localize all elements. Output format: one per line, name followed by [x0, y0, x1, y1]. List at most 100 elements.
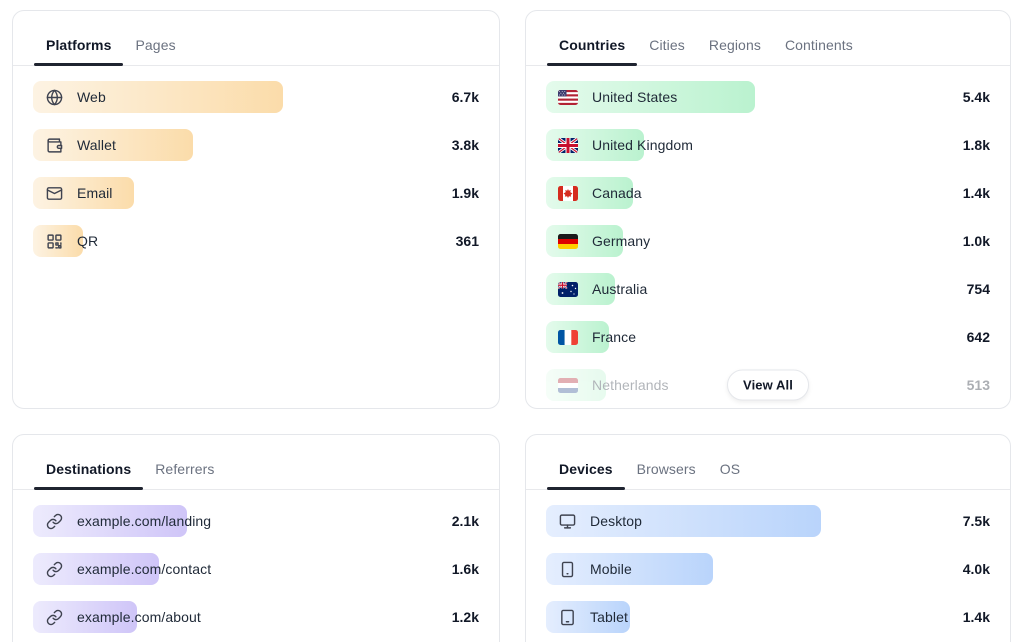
row-value: 7.5k [962, 513, 990, 529]
row-value: 6.7k [451, 89, 479, 105]
link-icon [45, 608, 63, 626]
row-inner: example.com/contact 1.6k [33, 553, 479, 585]
row-label: Web [77, 89, 106, 105]
panel-platforms: Platforms Pages Web 6.7k Wallet 3.8k Email 1.9k… [12, 10, 500, 409]
tab-pages[interactable]: Pages [123, 11, 187, 65]
link-icon [45, 512, 63, 530]
row-label: Desktop [590, 513, 643, 529]
platforms-row-email[interactable]: Email 1.9k [33, 177, 479, 209]
row-label: example.com/about [77, 609, 201, 625]
row-value: 513 [966, 377, 990, 393]
panel-locations: Countries Cities Regions Continents United S… [525, 10, 1011, 409]
row-content: Germany [558, 225, 650, 257]
row-inner: Web 6.7k [33, 81, 479, 113]
locations-row-australia[interactable]: Australia 754 [546, 273, 990, 305]
qr-icon [45, 232, 63, 250]
row-content: United Kingdom [558, 129, 693, 161]
tab-platforms[interactable]: Platforms [34, 11, 124, 66]
row-inner: example.com/landing 2.1k [33, 505, 479, 537]
row-content: Desktop [558, 505, 642, 537]
row-label: example.com/contact [77, 561, 212, 577]
row-label: United States [592, 89, 678, 105]
links-row-example-com-landing[interactable]: example.com/landing 2.1k [33, 505, 479, 537]
tab-countries[interactable]: Countries [547, 11, 638, 66]
devices-row-mobile[interactable]: Mobile 4.0k [546, 553, 990, 585]
row-label: Australia [592, 281, 648, 297]
row-bar [33, 177, 134, 209]
row-bar [33, 81, 283, 113]
row-bar [546, 273, 615, 305]
row-value: 1.8k [962, 137, 990, 153]
flag-au-icon [558, 281, 578, 297]
tab-os[interactable]: OS [708, 435, 752, 489]
row-label: Email [77, 185, 113, 201]
row-inner: United States 5.4k [546, 81, 990, 113]
tab-regions[interactable]: Regions [697, 11, 773, 65]
row-inner: United Kingdom 1.8k [546, 129, 990, 161]
links-row-example-com-contact[interactable]: example.com/contact 1.6k [33, 553, 479, 585]
row-inner: Wallet 3.8k [33, 129, 479, 161]
desktop-icon [558, 512, 576, 530]
row-content: Netherlands [558, 369, 669, 401]
row-content: Tablet [558, 601, 628, 633]
wallet-icon [45, 136, 63, 154]
row-value: 1.4k [962, 185, 990, 201]
row-label: Canada [592, 185, 642, 201]
row-content: example.com/about [45, 601, 201, 633]
row-value: 1.0k [962, 233, 990, 249]
row-bar [546, 553, 713, 585]
tab-continents[interactable]: Continents [773, 11, 865, 65]
tab-devices[interactable]: Devices [547, 435, 625, 490]
locations-row-france[interactable]: France 642 [546, 321, 990, 353]
locations-row-united-states[interactable]: United States 5.4k [546, 81, 990, 113]
row-value: 361 [455, 233, 479, 249]
row-inner: Desktop 7.5k [546, 505, 990, 537]
globe-icon [45, 88, 63, 106]
row-content: Web [45, 81, 106, 113]
flag-ca-icon [558, 185, 578, 201]
row-inner: France 642 [546, 321, 990, 353]
view-all-button[interactable]: View All [727, 369, 809, 401]
platforms-row-wallet[interactable]: Wallet 3.8k [33, 129, 479, 161]
panel-devices: Devices Browsers OS Desktop 7.5k Mobile 4.0k Ta… [525, 434, 1011, 642]
row-inner: QR 361 [33, 225, 479, 257]
row-value: 754 [966, 281, 990, 297]
tablet-icon [558, 608, 576, 626]
tab-cities[interactable]: Cities [637, 11, 697, 65]
row-content: example.com/contact [45, 553, 211, 585]
row-label: France [592, 329, 637, 345]
tab-referrers[interactable]: Referrers [143, 435, 226, 489]
locations-row-canada[interactable]: Canada 1.4k [546, 177, 990, 209]
locations-row-netherlands[interactable]: Netherlands 513 View All [546, 369, 990, 401]
row-value: 3.8k [451, 137, 479, 153]
flag-nl-icon [558, 377, 578, 393]
row-label: QR [77, 233, 99, 249]
row-content: Canada [558, 177, 642, 209]
devices-tabs: Devices Browsers OS [526, 435, 1010, 490]
row-value: 1.4k [962, 609, 990, 625]
row-bar [33, 225, 83, 257]
row-bar [546, 601, 631, 633]
locations-row-germany[interactable]: Germany 1.0k [546, 225, 990, 257]
platforms-row-web[interactable]: Web 6.7k [33, 81, 479, 113]
mobile-icon [558, 560, 576, 578]
row-content: Email [45, 177, 113, 209]
row-bar [546, 81, 755, 113]
row-value: 1.6k [451, 561, 479, 577]
platforms-list: Web 6.7k Wallet 3.8k Email 1.9k QR 361 [13, 66, 499, 282]
row-content: QR [45, 225, 98, 257]
locations-row-united-kingdom[interactable]: United Kingdom 1.8k [546, 129, 990, 161]
tab-destinations[interactable]: Destinations [34, 435, 144, 490]
row-value: 5.4k [962, 89, 990, 105]
locations-list: United States 5.4k United Kingdom 1.8k Canad… [526, 66, 1010, 408]
row-inner: Australia 754 [546, 273, 990, 305]
row-label: example.com/landing [77, 513, 212, 529]
devices-row-desktop[interactable]: Desktop 7.5k [546, 505, 990, 537]
tab-browsers[interactable]: Browsers [625, 435, 708, 489]
links-row-example-com-about[interactable]: example.com/about 1.2k [33, 601, 479, 633]
devices-row-tablet[interactable]: Tablet 1.4k [546, 601, 990, 633]
row-bar [33, 601, 138, 633]
platforms-row-qr[interactable]: QR 361 [33, 225, 479, 257]
row-content: United States [558, 81, 677, 113]
row-content: example.com/landing [45, 505, 211, 537]
